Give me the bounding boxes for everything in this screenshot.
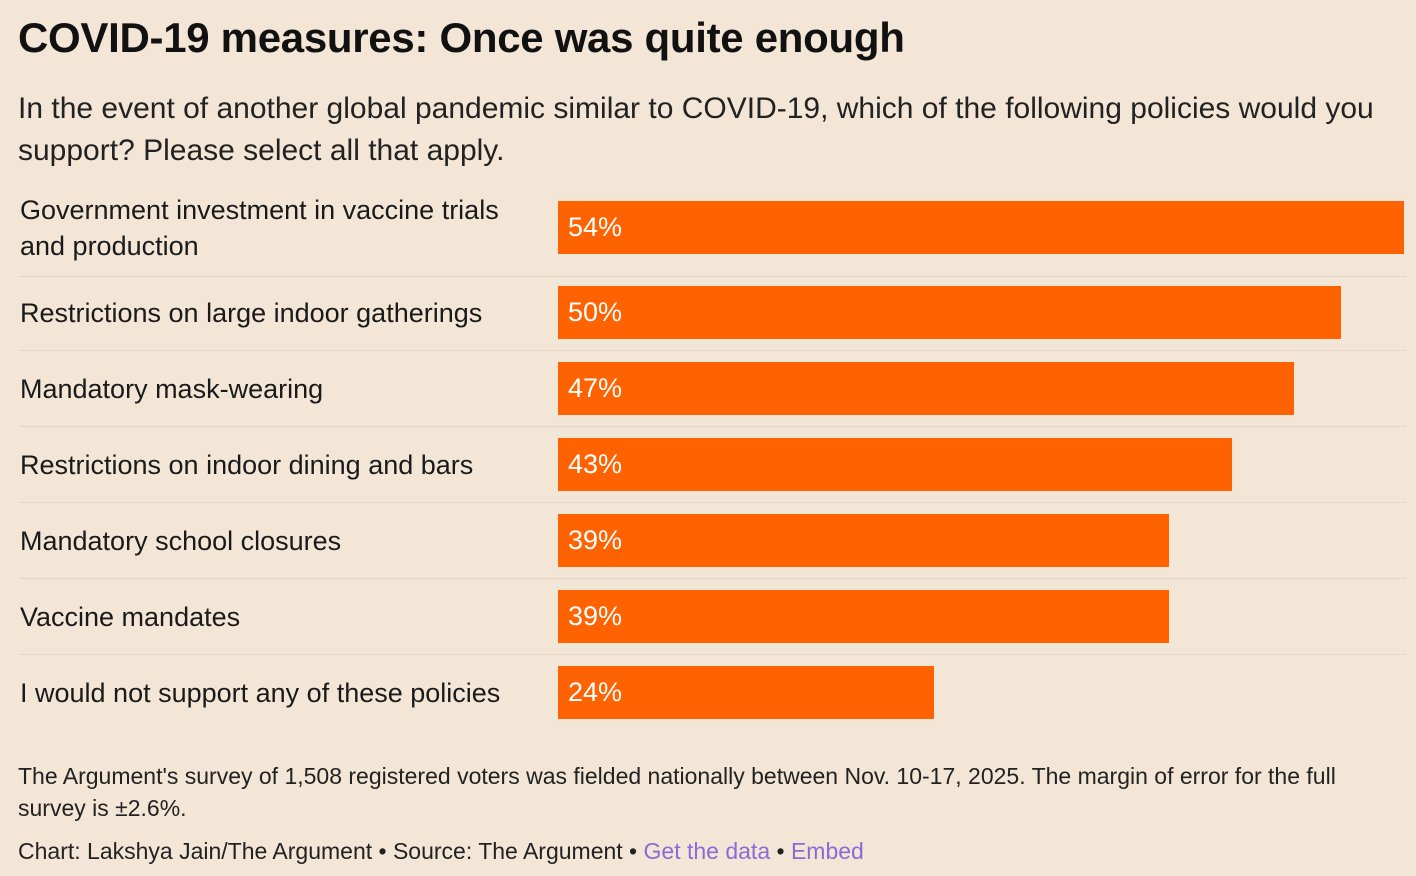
category-label: Government investment in vaccine trials … bbox=[20, 194, 499, 261]
row-separator bbox=[20, 578, 1406, 579]
category-label: Restrictions on large indoor gatherings bbox=[20, 297, 483, 328]
credit-separator: • bbox=[770, 838, 791, 864]
credit-text: Chart: Lakshya Jain/The Argument • Sourc… bbox=[18, 838, 644, 864]
bar-value-label: 39% bbox=[568, 525, 623, 555]
category-label: Restrictions on indoor dining and bars bbox=[20, 449, 474, 480]
survey-note: The Argument's survey of 1,508 registere… bbox=[18, 763, 1336, 821]
row-separator bbox=[20, 276, 1406, 277]
bar bbox=[558, 201, 1404, 254]
get-data-link[interactable]: Get the data bbox=[643, 838, 771, 864]
bar bbox=[558, 666, 934, 719]
credits-line: Chart: Lakshya Jain/The Argument • Sourc… bbox=[18, 834, 864, 868]
bar-value-label: 50% bbox=[568, 297, 623, 327]
bar-value-label: 54% bbox=[568, 212, 623, 242]
embed-link[interactable]: Embed bbox=[790, 838, 864, 864]
row-separator bbox=[20, 502, 1406, 503]
bar bbox=[558, 438, 1232, 491]
bar bbox=[558, 362, 1294, 415]
bar bbox=[558, 514, 1169, 567]
bar bbox=[558, 590, 1169, 643]
bar-value-label: 43% bbox=[568, 449, 623, 479]
row-separator bbox=[20, 350, 1406, 351]
chart-subtitle: In the event of another global pandemic … bbox=[18, 92, 1374, 167]
bar bbox=[558, 286, 1341, 339]
row-separator bbox=[20, 654, 1406, 655]
row-separator bbox=[20, 426, 1406, 427]
category-label: Vaccine mandates bbox=[20, 601, 241, 632]
category-label: I would not support any of these policie… bbox=[20, 677, 501, 708]
category-label: Mandatory school closures bbox=[20, 525, 342, 556]
bar-value-label: 47% bbox=[568, 373, 623, 403]
category-label: Mandatory mask-wearing bbox=[20, 373, 324, 404]
bar-value-label: 39% bbox=[568, 601, 623, 631]
bar-value-label: 24% bbox=[568, 677, 623, 707]
chart-title: COVID-19 measures: Once was quite enough bbox=[18, 14, 905, 61]
